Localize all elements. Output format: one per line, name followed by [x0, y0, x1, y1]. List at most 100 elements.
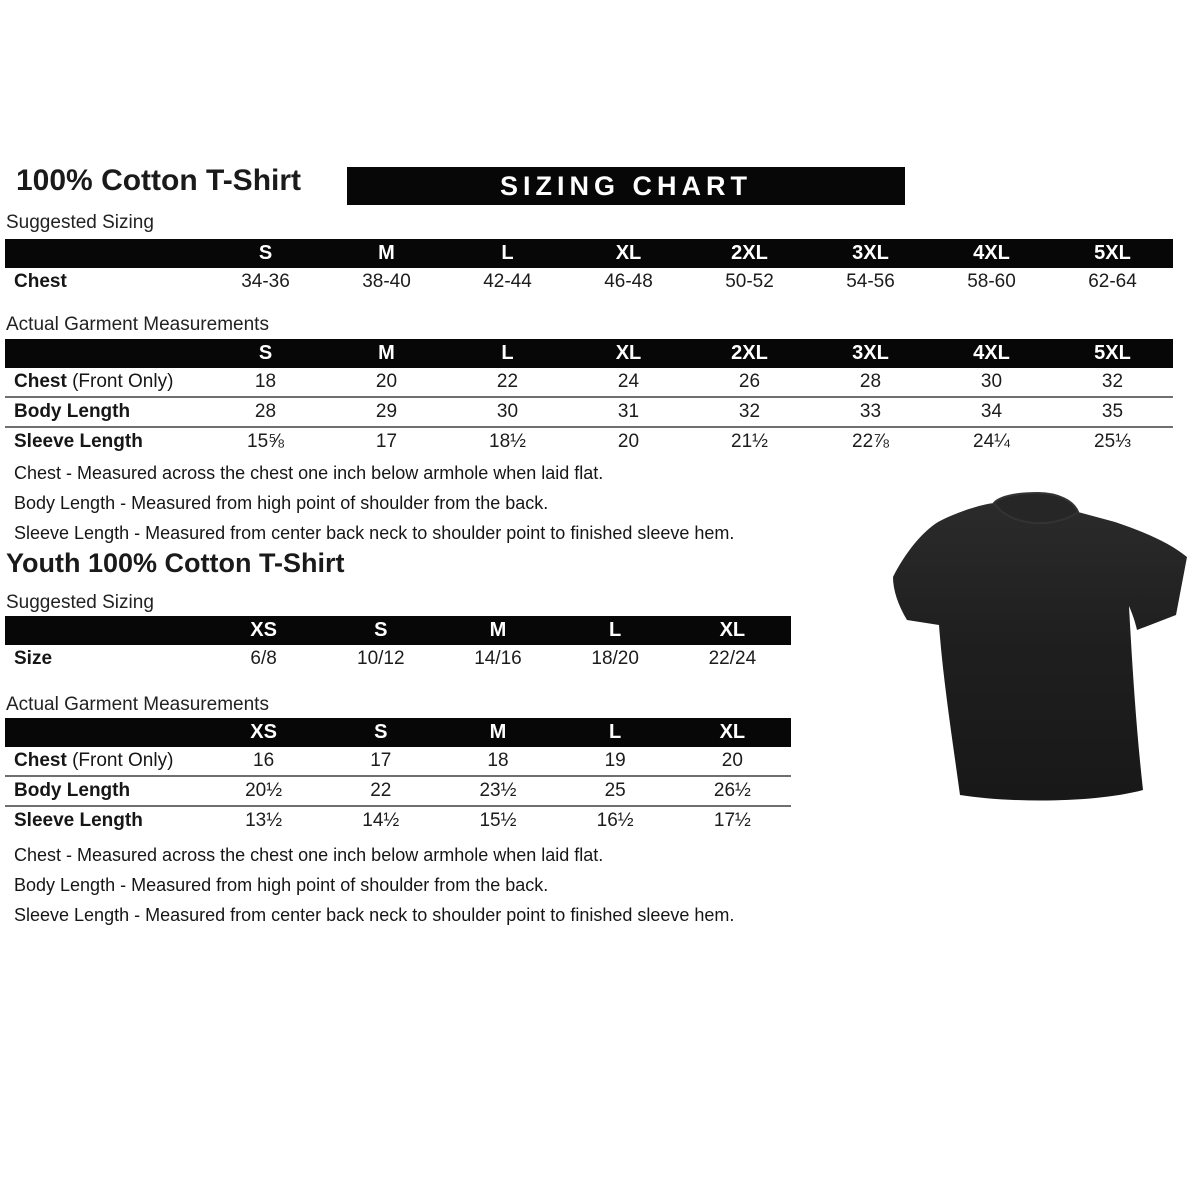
- row-label: Body Length: [14, 780, 131, 801]
- size-column-header: 5XL: [1052, 239, 1173, 268]
- row-label: Chest: [14, 271, 67, 292]
- measurement-cell: 17½: [673, 805, 791, 835]
- row-label: Sleeve Length: [14, 810, 143, 831]
- measurement-cell: 20½: [205, 775, 323, 806]
- row-label-suffix: (Front Only): [66, 750, 174, 771]
- row-label: Chest: [14, 371, 67, 392]
- header-label-spacer: [5, 239, 205, 268]
- measurement-cell: 30: [447, 396, 568, 427]
- size-header-row: XS S M L XL: [5, 718, 791, 747]
- size-column-header: 4XL: [931, 339, 1052, 368]
- youth-title: Youth 100% Cotton T-Shirt: [6, 548, 345, 578]
- measurement-cell: 31: [568, 396, 689, 427]
- size-column-header: XL: [568, 239, 689, 268]
- measurement-cell: 42-44: [483, 271, 532, 292]
- size-header-row: S M L XL 2XL 3XL 4XL 5XL: [5, 239, 1173, 268]
- size-column-header: L: [447, 339, 568, 368]
- measurement-cell: 35: [1052, 396, 1173, 427]
- adult-measurement-notes: Chest - Measured across the chest one in…: [14, 458, 734, 548]
- measurement-cell: 29: [326, 396, 447, 427]
- measurement-cell: 18: [487, 750, 509, 771]
- measurement-cell: 6/8: [250, 648, 277, 669]
- measurement-cell: 15½: [439, 805, 557, 835]
- size-header-row: XS S M L XL: [5, 616, 791, 645]
- measurement-cell: 18½: [447, 426, 568, 456]
- row-label: Chest: [14, 750, 67, 771]
- row-label: Sleeve Length: [14, 431, 143, 452]
- adult-suggested-sizing-table: S M L XL 2XL 3XL 4XL 5XL Chest 34-36 38-40 42-44 46-…: [5, 239, 1173, 296]
- measurement-cell: 16½: [556, 805, 674, 835]
- measurement-cell: 25: [556, 775, 674, 806]
- size-column-header: XL: [568, 339, 689, 368]
- measurement-cell: 62-64: [1088, 271, 1137, 292]
- measurement-row: Body Length 28 29 30 31 32 33 34 35: [5, 396, 1173, 427]
- measurement-cell: 16: [253, 750, 275, 771]
- size-column-header: M: [326, 339, 447, 368]
- sizing-chart-banner: SIZING CHART: [347, 167, 905, 205]
- measurement-cell: 14/16: [474, 648, 522, 669]
- measurement-cell: 24¼: [931, 426, 1052, 456]
- measurement-row: Sleeve Length 15⅝ 17 18½ 20 21½ 22⅞ 24¼ 25⅓: [5, 426, 1173, 456]
- black-tshirt-image: [893, 491, 1187, 801]
- adult-suggested-sizing-label: Suggested Sizing: [6, 212, 154, 233]
- size-column-header: S: [205, 239, 326, 268]
- measurement-row: Chest 34-36 38-40 42-44 46-48 50-52 54-56 58-60…: [5, 268, 1173, 296]
- youth-actual-measurements-table: XS S M L XL Chest (Front Only) 16 17 18 19 20 Body …: [5, 718, 791, 835]
- measurement-cell: 32: [689, 396, 810, 427]
- size-column-header: 2XL: [689, 239, 810, 268]
- youth-actual-measurements-label: Actual Garment Measurements: [6, 694, 269, 715]
- size-column-header: L: [447, 239, 568, 268]
- measurement-cell: 24: [617, 371, 640, 392]
- measurement-note: Chest - Measured across the chest one in…: [14, 845, 604, 865]
- size-column-header: M: [439, 616, 557, 645]
- measurement-cell: 28: [859, 371, 882, 392]
- size-column-header: 2XL: [689, 339, 810, 368]
- row-label-cell: Size: [5, 645, 205, 673]
- measurement-cell: 26½: [673, 775, 791, 806]
- row-label-cell: Body Length: [5, 775, 205, 806]
- measurement-cell: 10/12: [357, 648, 405, 669]
- measurement-cell: 13½: [205, 805, 323, 835]
- youth-suggested-sizing-label: Suggested Sizing: [6, 592, 154, 613]
- header-label-spacer: [5, 339, 205, 368]
- row-label-cell: Sleeve Length: [5, 805, 205, 835]
- measurement-note: Sleeve Length - Measured from center bac…: [14, 523, 735, 543]
- measurement-note: Body Length - Measured from high point o…: [14, 875, 549, 895]
- measurement-cell: 34: [931, 396, 1052, 427]
- size-column-header: 4XL: [931, 239, 1052, 268]
- youth-suggested-sizing-table: XS S M L XL Size 6/8 10/12 14/16 18/20 22/24: [5, 616, 791, 673]
- size-column-header: 3XL: [810, 339, 931, 368]
- measurement-cell: 26: [738, 371, 761, 392]
- size-column-header: S: [205, 339, 326, 368]
- size-column-header: L: [556, 718, 674, 747]
- measurement-cell: 23½: [439, 775, 557, 806]
- measurement-cell: 21½: [689, 426, 810, 456]
- measurement-cell: 14½: [322, 805, 440, 835]
- measurement-cell: 28: [205, 396, 326, 427]
- row-label-cell: Chest: [5, 268, 205, 296]
- measurement-cell: 17: [370, 750, 392, 771]
- size-column-header: XL: [673, 718, 791, 747]
- measurement-cell: 58-60: [967, 271, 1016, 292]
- measurement-cell: 25⅓: [1052, 426, 1173, 456]
- row-label-cell: Body Length: [5, 396, 205, 427]
- size-column-header: M: [326, 239, 447, 268]
- adult-actual-measurements-table: S M L XL 2XL 3XL 4XL 5XL Chest (Front Only) 18 20 2…: [5, 339, 1173, 456]
- measurement-cell: 22⅞: [810, 426, 931, 456]
- size-column-header: M: [439, 718, 557, 747]
- measurement-cell: 22/24: [708, 648, 757, 669]
- measurement-cell: 34-36: [241, 271, 290, 292]
- measurement-cell: 19: [604, 750, 626, 771]
- size-column-header: 3XL: [810, 239, 931, 268]
- measurement-cell: 15⅝: [205, 426, 326, 456]
- measurement-cell: 22: [322, 775, 440, 806]
- size-column-header: XS: [205, 718, 323, 747]
- row-label-suffix: (Front Only): [66, 371, 174, 392]
- measurement-cell: 20: [375, 371, 398, 392]
- tshirt-body-shape: [893, 503, 1187, 801]
- adult-actual-measurements-label: Actual Garment Measurements: [6, 314, 269, 335]
- measurement-row: Size 6/8 10/12 14/16 18/20 22/24: [5, 645, 791, 673]
- measurement-row: Sleeve Length 13½ 14½ 15½ 16½ 17½: [5, 805, 791, 835]
- size-column-header: L: [556, 616, 674, 645]
